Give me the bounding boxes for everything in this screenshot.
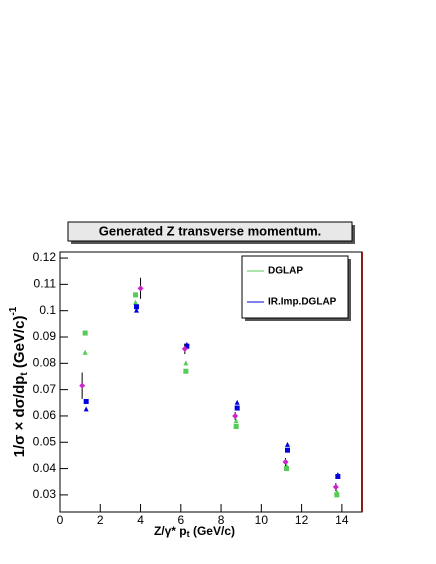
x-tick-label: 12 bbox=[295, 513, 309, 527]
triangle-marker bbox=[285, 441, 291, 447]
x-tick-label: 0 bbox=[57, 513, 64, 527]
x-tick-label: 14 bbox=[335, 513, 349, 527]
diamond-marker bbox=[332, 484, 339, 490]
x-axis-label: Z/γ* pt (GeV/c) bbox=[154, 524, 235, 539]
square-marker bbox=[83, 398, 89, 404]
square-marker bbox=[183, 368, 189, 374]
triangle-marker bbox=[334, 489, 340, 495]
triangle-marker bbox=[233, 418, 239, 424]
square-marker bbox=[82, 330, 88, 336]
triangle-marker bbox=[234, 399, 240, 405]
y-tick-label: 0.08 bbox=[33, 355, 57, 369]
square-marker bbox=[233, 423, 239, 429]
y-tick-label: 0.04 bbox=[33, 461, 57, 475]
legend-label: DGLAP bbox=[268, 266, 303, 277]
y-tick-label: 0.12 bbox=[33, 250, 57, 264]
triangle-marker bbox=[335, 472, 341, 478]
title-box bbox=[67, 221, 353, 242]
triangle-marker bbox=[134, 307, 140, 313]
y-tick-label: 0.11 bbox=[34, 277, 57, 291]
y-tick-label: 0.06 bbox=[33, 408, 57, 422]
square-marker bbox=[334, 492, 340, 498]
legend-box bbox=[241, 255, 349, 319]
chart-title: Generated Z transverse momentum. bbox=[99, 223, 322, 238]
triangle-marker bbox=[83, 406, 89, 412]
y-tick-label: 0.09 bbox=[33, 329, 57, 343]
diamond-marker bbox=[181, 345, 188, 352]
triangle-marker bbox=[184, 341, 190, 347]
y-tick-label: 0.07 bbox=[33, 382, 57, 396]
x-tick-label: 2 bbox=[97, 513, 104, 527]
triangle-marker bbox=[82, 349, 88, 355]
diamond-marker bbox=[282, 459, 289, 465]
diamond-marker bbox=[232, 412, 239, 419]
legend-label: IR.Imp.DGLAP bbox=[268, 297, 337, 308]
y-tick-label: 0.1 bbox=[39, 303, 56, 317]
square-marker bbox=[285, 447, 291, 453]
square-marker bbox=[133, 292, 138, 298]
legend bbox=[241, 255, 351, 321]
x-tick-label: 10 bbox=[255, 513, 269, 527]
triangle-marker bbox=[183, 360, 189, 366]
square-marker bbox=[234, 405, 240, 411]
x-tick-label: 8 bbox=[218, 513, 225, 527]
y-tick-label: 0.03 bbox=[33, 487, 57, 501]
triangle-marker bbox=[133, 299, 138, 305]
y-axis-label: 1/σ × dσ/dpt (GeV/c)-1 bbox=[8, 306, 30, 457]
diamond-marker bbox=[137, 285, 144, 292]
x-tick-label: 6 bbox=[177, 513, 184, 527]
square-marker bbox=[134, 304, 140, 310]
x-tick-label: 4 bbox=[137, 513, 144, 527]
square-marker bbox=[284, 466, 289, 472]
diamond-marker bbox=[79, 382, 86, 389]
triangle-marker bbox=[284, 462, 289, 468]
y-tick-label: 0.05 bbox=[33, 434, 57, 448]
